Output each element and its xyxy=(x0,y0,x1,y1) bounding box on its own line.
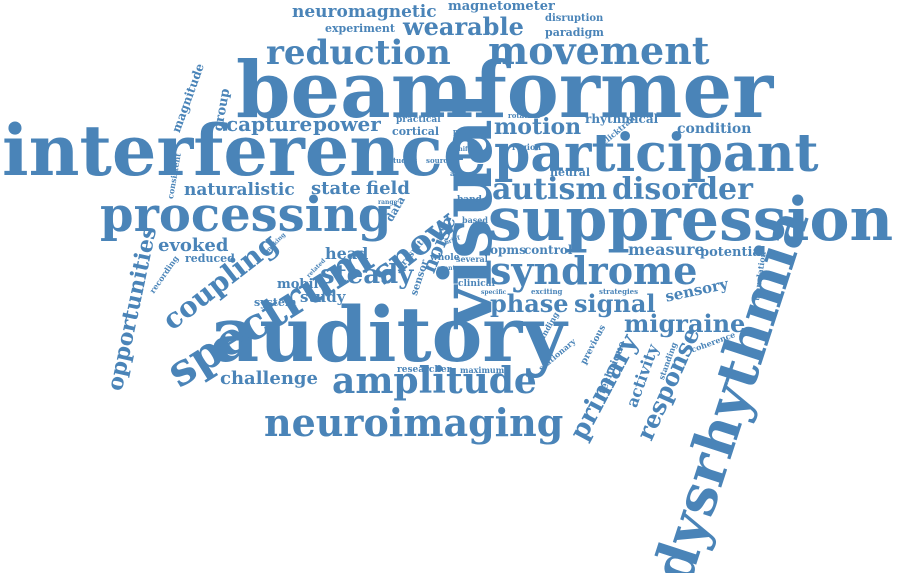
word-magnetometer: magnetometer xyxy=(448,0,555,14)
word-reduction: reduction xyxy=(266,33,451,73)
word-neural: neural xyxy=(550,166,591,179)
word-patient: patient xyxy=(453,127,482,136)
word-potential: potential xyxy=(700,245,766,260)
word-suppression: suppression xyxy=(488,185,894,255)
word-measure: measure xyxy=(628,240,705,259)
word-range: range xyxy=(378,199,398,206)
word-motion: motion xyxy=(494,114,582,140)
word-reduced: reduced xyxy=(185,252,235,265)
word-rotation: rotation xyxy=(508,111,540,120)
word-source: source xyxy=(426,156,453,165)
word-study: study xyxy=(300,288,346,306)
word-event: event xyxy=(437,265,456,272)
word-signal: signal xyxy=(574,289,656,318)
word-based: based xyxy=(462,215,488,225)
word-control: control xyxy=(524,243,573,257)
word-state: state xyxy=(311,178,361,199)
word-experiment: experiment xyxy=(325,22,395,35)
word-studies: studies xyxy=(389,156,418,165)
word-processing: processing xyxy=(100,187,392,243)
word-several: several xyxy=(456,254,488,264)
word-evoked: evoked xyxy=(158,235,229,256)
word-opportunities: opportunities xyxy=(102,224,163,393)
word-power: power xyxy=(313,112,381,136)
word-strategies: strategies xyxy=(599,287,639,296)
word-cortical: cortical xyxy=(392,125,440,138)
word-disruption: disruption xyxy=(545,13,604,24)
word-wearable: wearable xyxy=(403,12,524,41)
word-steady: steady xyxy=(320,260,414,290)
word-challenge: challenge xyxy=(220,368,318,389)
word-whole: whole xyxy=(430,253,460,263)
word-rhythmical: rhythmical xyxy=(585,112,659,126)
word-clinical: clinical xyxy=(458,279,496,289)
word-paradigm: paradigm xyxy=(545,26,604,39)
word-mobile: mobile xyxy=(277,277,327,292)
word-practical: practical xyxy=(396,115,441,125)
word-researcher: researcher xyxy=(397,365,452,375)
word-exciting: exciting xyxy=(531,287,563,296)
word-neuroimaging: neuroimaging xyxy=(264,400,564,445)
word-specific: specific xyxy=(481,289,507,296)
word-condition: condition xyxy=(677,121,752,137)
word-capture: capture xyxy=(226,112,313,136)
word-beamformer: beamformer xyxy=(236,45,774,136)
word-system: system xyxy=(254,296,297,309)
word-movement: movement xyxy=(488,28,710,73)
word-disorder: disorder xyxy=(612,172,753,207)
word-shift: shift xyxy=(455,146,471,153)
word-head: head xyxy=(325,244,369,263)
word-migraine: migraine xyxy=(624,309,746,338)
word-opms: opms xyxy=(490,243,526,257)
word-assr: assr xyxy=(450,169,467,178)
word-band: band xyxy=(457,195,482,205)
word-naturalistic: naturalistic xyxy=(184,180,295,200)
word-region: region xyxy=(512,142,542,152)
word-auditory: auditory xyxy=(210,290,567,379)
word-interference: interference xyxy=(2,109,488,192)
word-participant: participant xyxy=(494,123,819,184)
word-amplitude: amplitude xyxy=(332,360,537,402)
word-autism: autism xyxy=(492,172,608,207)
word-maximum: maximum xyxy=(460,365,505,375)
word-syndrome: syndrome xyxy=(490,248,698,293)
word-neuromagnetic: neuromagnetic xyxy=(292,2,437,22)
word-field: field xyxy=(366,178,410,199)
word-phase: phase xyxy=(490,289,569,318)
